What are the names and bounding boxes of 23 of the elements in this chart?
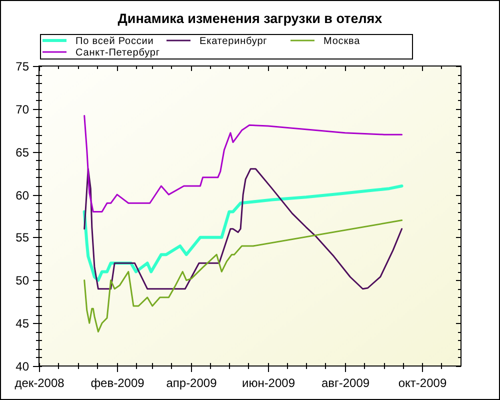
chart-title: Динамика изменения загрузки в отелях xyxy=(118,11,383,26)
x-tick-label: апр-2009 xyxy=(166,376,218,390)
y-tick-label: 40 xyxy=(16,360,30,374)
x-tick-label: дек-2008 xyxy=(14,376,65,390)
line-series xyxy=(82,184,404,282)
y-tick-label: 75 xyxy=(16,60,30,74)
line-series xyxy=(84,168,403,290)
x-tick-label: окт-2009 xyxy=(398,376,447,390)
y-tick-label: 65 xyxy=(16,146,30,160)
y-tick-label: 55 xyxy=(16,230,30,244)
legend-label: Санкт-Петербург xyxy=(76,48,160,58)
x-tick-label: авг-2009 xyxy=(321,376,370,390)
y-tick-label: 70 xyxy=(16,102,30,116)
y-tick-label: 60 xyxy=(16,188,30,202)
x-tick-label: фев-2009 xyxy=(90,376,145,390)
line-series xyxy=(84,220,403,332)
legend-label: Екатеринбург xyxy=(200,36,268,47)
y-tick-label: 50 xyxy=(16,274,30,288)
y-tick-label: 45 xyxy=(16,316,30,330)
x-tick-label: июн-2009 xyxy=(242,376,296,390)
legend-label: По всей России xyxy=(76,36,154,47)
line-series xyxy=(84,114,403,212)
legend-label: Москва xyxy=(324,36,360,47)
